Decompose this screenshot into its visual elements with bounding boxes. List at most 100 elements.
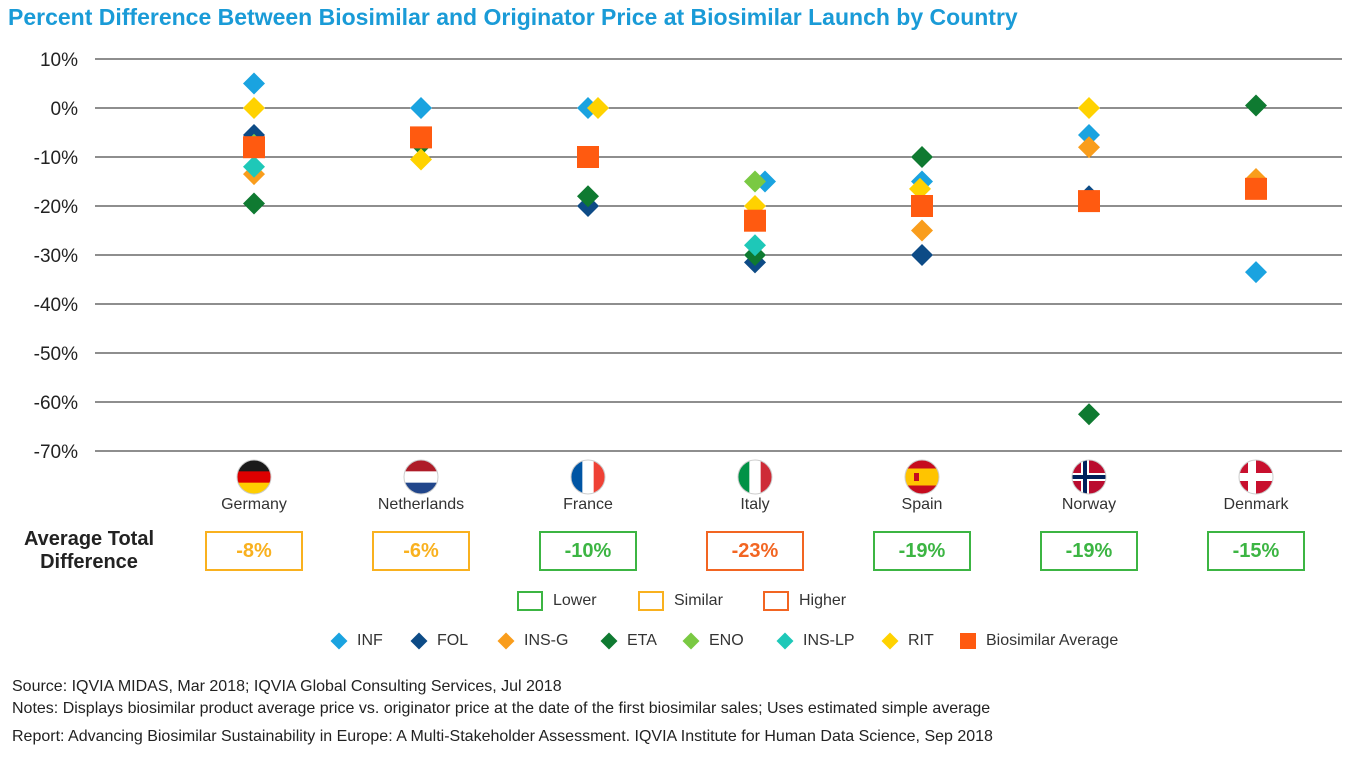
average-box-italy: -23%	[706, 531, 804, 571]
point-eta	[911, 146, 933, 168]
point-eta	[1078, 403, 1100, 426]
legend-biosimilar-average: Biosimilar Average	[960, 632, 1118, 650]
legend-fol: FOL	[410, 632, 469, 650]
average-marker	[577, 146, 599, 168]
key-swatch	[638, 591, 664, 611]
legend-label: RIT	[908, 632, 934, 649]
legend-eno: ENO	[682, 632, 744, 650]
flag-italy	[738, 460, 772, 494]
legend-label: INS-LP	[803, 632, 855, 649]
point-fol	[911, 244, 933, 266]
report-text: Report: Advancing Biosimilar Sustainabil…	[12, 728, 993, 745]
legend-swatch	[881, 632, 899, 650]
average-marker	[911, 195, 933, 217]
legend-swatch	[776, 632, 794, 650]
country-label: Denmark	[1224, 496, 1290, 513]
point-rit	[410, 148, 432, 171]
key-label: Lower	[553, 592, 597, 609]
point-inf	[243, 72, 265, 95]
chart-title: Percent Difference Between Biosimilar an…	[8, 4, 1018, 30]
country-label: Germany	[221, 496, 287, 513]
legend-swatch	[682, 632, 700, 650]
legend-swatch	[497, 632, 515, 650]
legend-swatch	[330, 632, 348, 650]
y-tick-label: -20%	[34, 197, 78, 218]
y-tick-label: -40%	[34, 295, 78, 316]
point-ins-lp	[243, 155, 265, 178]
y-tick-label: -10%	[34, 148, 78, 169]
flag-spain	[905, 460, 939, 494]
average-label-line2: Difference	[40, 551, 138, 573]
y-tick-label: -30%	[34, 246, 78, 267]
legend-label: INS-G	[524, 632, 569, 649]
key-lower: Lower	[517, 591, 597, 611]
country-flags	[236, 459, 1274, 495]
y-axis-ticks: 10% 0% -10% -20% -30% -40% -50% -60% -70%	[34, 50, 78, 463]
key-similar: Similar	[638, 591, 723, 611]
scatter-chart: 10% 0% -10% -20% -30% -40% -50% -60% -70% German…	[34, 50, 1342, 513]
legend-swatch	[600, 632, 618, 650]
legend-inf: INF	[330, 632, 383, 650]
flag-netherlands	[404, 460, 438, 494]
average-box-netherlands: -6%	[372, 531, 470, 571]
average-box-norway: -19%	[1040, 531, 1138, 571]
key-swatch	[763, 591, 789, 611]
data-points	[243, 72, 1267, 426]
legend-label: ETA	[627, 632, 657, 649]
point-eta	[1245, 94, 1267, 117]
point-rit	[587, 97, 609, 119]
key-swatch	[517, 591, 543, 611]
key-higher: Higher	[763, 591, 846, 611]
average-marker	[1245, 177, 1267, 200]
point-inf	[1078, 123, 1100, 146]
legend-ins-lp: INS-LP	[776, 632, 855, 650]
key-label: Higher	[799, 592, 847, 609]
average-marker	[1078, 190, 1100, 213]
legend-ins-g: INS-G	[497, 632, 569, 650]
point-rit	[243, 97, 265, 119]
legend-swatch	[410, 632, 428, 650]
point-eta	[243, 192, 265, 215]
legend-label: FOL	[437, 632, 469, 649]
country-label: Italy	[740, 496, 769, 513]
y-tick-label: 0%	[51, 99, 79, 120]
y-tick-label: -70%	[34, 442, 78, 463]
average-marker	[410, 126, 432, 149]
y-tick-label: 10%	[40, 50, 78, 71]
y-tick-label: -50%	[34, 344, 78, 365]
average-box-spain: -19%	[873, 531, 971, 571]
average-label-line1: Average Total	[23, 528, 155, 550]
country-label: Norway	[1062, 496, 1116, 513]
average-box-france: -10%	[539, 531, 637, 571]
average-box-germany: -8%	[205, 531, 303, 571]
country-label: France	[563, 496, 613, 513]
notes-text: Notes: Displays biosimilar product avera…	[12, 700, 991, 717]
average-marker	[243, 136, 265, 159]
average-marker	[744, 209, 766, 232]
legend-label: INF	[357, 632, 383, 649]
average-total-label: Average Total Difference	[14, 528, 164, 574]
legend-label: ENO	[709, 632, 744, 649]
flag-germany	[237, 460, 271, 494]
point-rit	[909, 177, 931, 200]
country-label: Spain	[902, 496, 943, 513]
point-ins-g	[1078, 136, 1100, 159]
legend-label: Biosimilar Average	[986, 632, 1119, 649]
point-eno	[744, 170, 766, 193]
flag-france	[571, 460, 605, 494]
grid-lines	[95, 58, 1342, 452]
average-box-denmark: -15%	[1207, 531, 1305, 571]
point-inf	[410, 97, 432, 119]
y-tick-label: -60%	[34, 393, 78, 414]
country-labels: Germany Netherlands France Italy Spain Norway…	[221, 496, 1289, 513]
point-ins-lp	[744, 234, 766, 257]
point-rit	[1078, 97, 1100, 119]
point-eta	[577, 185, 599, 208]
key-label: Similar	[674, 592, 723, 609]
footer: Source: IQVIA MIDAS, Mar 2018; IQVIA Glo…	[12, 676, 993, 748]
point-inf	[1245, 261, 1267, 284]
point-ins-g	[911, 219, 933, 242]
legend-rit: RIT	[881, 632, 934, 650]
flag-denmark	[1239, 460, 1273, 494]
legend-swatch	[960, 633, 976, 649]
